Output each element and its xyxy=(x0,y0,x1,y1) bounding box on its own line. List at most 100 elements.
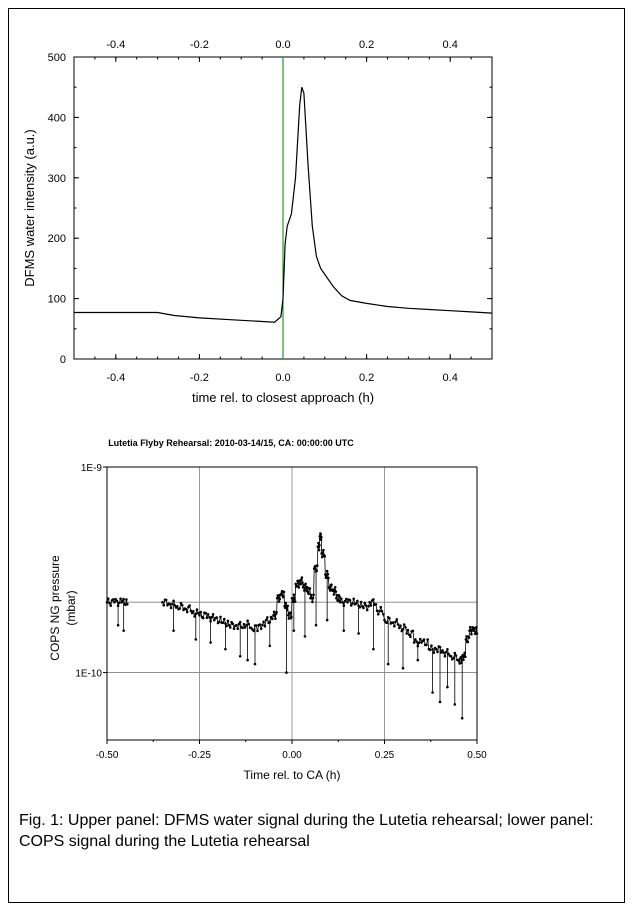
cops-data-point xyxy=(343,599,347,603)
cops-data-point xyxy=(119,597,122,600)
cops-data-point xyxy=(282,590,286,594)
cops-data-point xyxy=(292,593,296,596)
cops-data-point xyxy=(226,619,230,623)
cops-data-point xyxy=(161,600,164,604)
cops-data-point xyxy=(164,598,168,602)
cops-data-point xyxy=(401,666,405,670)
dfms-top-x-tick-label: -0.4 xyxy=(106,39,125,51)
cops-data-point xyxy=(319,533,323,536)
cops-data-point xyxy=(314,623,318,627)
cops-y-tick-label: 1E-10 xyxy=(75,669,102,680)
cops-data-point xyxy=(443,655,447,658)
cops-data-point xyxy=(346,600,349,604)
cops-data-point xyxy=(317,548,321,552)
cops-data-point xyxy=(168,602,172,606)
cops-data-point xyxy=(338,600,342,604)
dfms-y-tick-label: 0 xyxy=(60,354,66,366)
cops-data-point xyxy=(323,555,327,558)
cops-data-point xyxy=(193,615,196,618)
cops-data-point xyxy=(219,615,222,619)
cops-x-tick-label: 0.50 xyxy=(467,750,487,761)
cops-x-tick-label: 0.00 xyxy=(282,750,302,761)
cops-data-point xyxy=(290,615,293,619)
cops-data-point xyxy=(264,618,268,622)
cops-data-point xyxy=(246,619,249,622)
cops-data-point xyxy=(354,602,358,605)
cops-data-point xyxy=(426,638,430,641)
cops-data-point xyxy=(213,618,216,622)
cops-data-point xyxy=(225,624,228,628)
dfms-x-tick-label: -0.4 xyxy=(106,372,125,384)
cops-data-point xyxy=(357,632,360,635)
svg-text:(mbar): (mbar) xyxy=(64,590,78,625)
cops-data-point xyxy=(362,606,365,610)
cops-data-point xyxy=(415,640,418,643)
cops-data-point xyxy=(204,611,207,615)
cops-data-point xyxy=(311,600,314,604)
dfms-top-x-tick-label: 0.2 xyxy=(359,39,374,51)
cops-data-point xyxy=(439,651,443,654)
cops-data-point xyxy=(318,543,321,547)
cops-data-point xyxy=(259,627,263,631)
cops-data-point xyxy=(341,601,344,604)
cops-data-point xyxy=(304,582,307,586)
svg-text:COPS NG pressure: COPS NG pressure xyxy=(48,555,62,661)
cops-data-point xyxy=(195,608,199,611)
cops-data-point xyxy=(116,623,120,627)
cops-data-point xyxy=(113,600,116,604)
cops-data-point xyxy=(428,648,432,652)
cops-data-point xyxy=(287,614,290,617)
cops-data-point xyxy=(335,594,339,597)
cops-data-point xyxy=(179,601,183,605)
cops-data-point xyxy=(241,626,244,630)
cops-data-point xyxy=(231,622,235,626)
cops-data-point xyxy=(280,592,283,595)
cops-data-point xyxy=(224,647,227,651)
cops-data-point xyxy=(229,626,232,629)
dfms-top-x-tick-label: -0.2 xyxy=(190,39,209,51)
cops-data-point xyxy=(438,700,442,704)
cops-data-point xyxy=(217,620,221,624)
cops-data-point xyxy=(431,691,434,694)
cops-data-point xyxy=(393,624,396,628)
cops-data-point xyxy=(227,623,231,627)
cops-data-point xyxy=(442,651,446,654)
cops-data-point xyxy=(325,569,329,573)
cops-data-point xyxy=(271,617,274,621)
cops-data-point xyxy=(261,623,264,627)
cops-data-point xyxy=(325,618,329,622)
dfms-y-tick-label: 400 xyxy=(48,112,66,124)
dfms-x-tick-label: -0.2 xyxy=(190,372,209,384)
cops-data-point xyxy=(247,622,251,626)
cops-data-point xyxy=(235,623,238,627)
cops-data-point xyxy=(268,644,272,648)
cops-data-point xyxy=(285,671,288,674)
cops-data-point xyxy=(256,629,259,633)
cops-data-point xyxy=(209,641,212,644)
cops-data-point xyxy=(419,637,422,641)
cops-pressure-series xyxy=(162,533,478,664)
cops-data-point xyxy=(294,582,298,586)
cops-x-tick-label: 0.25 xyxy=(375,750,395,761)
cops-data-point xyxy=(242,622,246,626)
cops-chart-title: Lutetia Flyby Rehearsal: 2010-03-14/15, … xyxy=(108,438,354,448)
cops-data-point xyxy=(457,659,461,663)
cops-data-point xyxy=(297,586,301,589)
dfms-x-axis-label: time rel. to closest approach (h) xyxy=(192,390,374,405)
cops-data-point xyxy=(243,626,247,629)
cops-data-point xyxy=(311,596,315,600)
cops-data-point xyxy=(460,716,464,720)
cops-data-point xyxy=(475,632,479,635)
cops-data-point xyxy=(269,615,273,619)
cops-data-point xyxy=(118,601,121,604)
cops-data-point xyxy=(211,613,215,616)
cops-data-point xyxy=(199,610,202,614)
cops-data-point xyxy=(293,600,297,603)
cops-data-point xyxy=(291,600,294,604)
cops-data-point xyxy=(382,612,385,616)
cops-data-point xyxy=(391,621,395,624)
cops-data-point xyxy=(330,583,333,586)
cops-data-point xyxy=(473,627,476,630)
cops-data-point xyxy=(338,595,341,598)
cops-data-point xyxy=(222,617,226,621)
